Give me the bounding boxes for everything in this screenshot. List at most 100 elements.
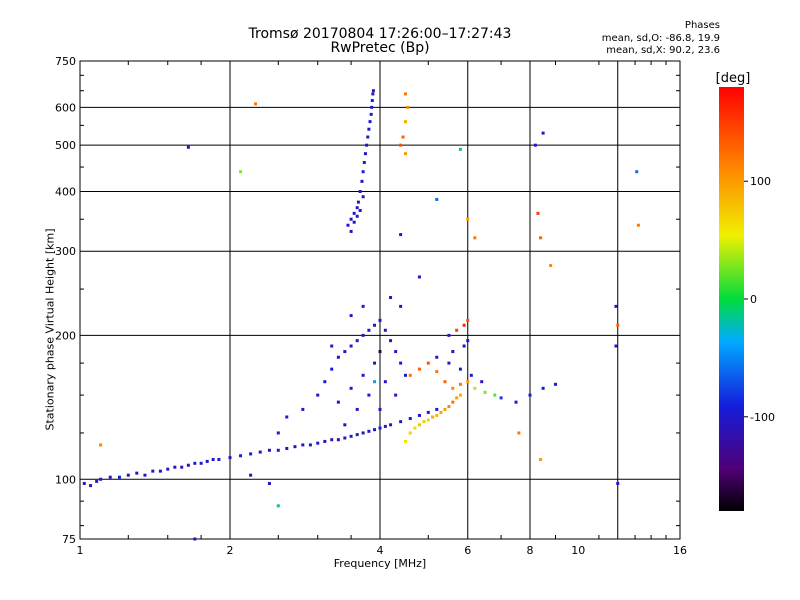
data-point <box>399 420 403 424</box>
data-point <box>389 339 393 343</box>
data-point <box>186 463 190 467</box>
colorbar-tick-label: 0 <box>750 293 757 306</box>
data-point <box>330 438 334 442</box>
data-point <box>361 333 365 337</box>
data-point <box>267 448 271 452</box>
data-point <box>466 380 470 384</box>
data-point <box>363 152 367 156</box>
data-point <box>458 382 462 386</box>
y-tick-label: 200 <box>55 329 76 342</box>
colorbar-label: [deg] <box>716 71 751 86</box>
phases-title: Phases <box>684 20 720 31</box>
data-point <box>383 328 387 332</box>
data-point <box>539 236 543 240</box>
data-point <box>636 223 640 227</box>
data-point <box>373 380 377 384</box>
data-point <box>541 131 545 135</box>
data-point <box>403 152 407 156</box>
data-point <box>370 99 374 103</box>
data-point <box>367 393 371 397</box>
data-point <box>301 407 305 411</box>
data-point <box>367 429 371 433</box>
data-point <box>349 344 353 348</box>
data-point <box>151 469 155 473</box>
data-point <box>447 404 451 408</box>
data-point <box>403 120 407 124</box>
data-point <box>399 233 403 237</box>
data-point <box>394 393 398 397</box>
y-tick-label: 600 <box>55 101 76 114</box>
data-point <box>239 454 243 458</box>
data-point <box>378 318 382 322</box>
data-point <box>447 361 451 365</box>
data-point <box>253 102 257 106</box>
data-point <box>301 443 305 447</box>
data-point <box>349 217 353 221</box>
data-point <box>228 456 232 460</box>
data-point <box>193 461 197 465</box>
data-point <box>346 223 350 227</box>
data-point <box>401 135 405 139</box>
data-point <box>369 112 373 116</box>
data-point <box>462 323 466 327</box>
x-tick-label: 16 <box>673 544 687 557</box>
data-point <box>403 373 407 377</box>
data-point <box>358 189 362 193</box>
data-point <box>143 473 147 477</box>
data-point <box>361 431 365 435</box>
data-point <box>349 386 353 390</box>
y-tick-label: 100 <box>55 473 76 486</box>
data-point <box>366 135 370 139</box>
data-point <box>349 229 353 233</box>
data-point <box>367 127 371 131</box>
x-axis-label: Frequency [MHz] <box>333 557 427 570</box>
data-point <box>361 195 365 199</box>
data-point <box>614 304 618 308</box>
data-point <box>249 452 253 456</box>
data-point <box>355 407 359 411</box>
data-point <box>536 211 540 215</box>
data-point <box>356 200 360 204</box>
data-point <box>365 143 369 147</box>
data-point <box>249 473 253 477</box>
data-point <box>258 450 262 454</box>
y-tick-label: 300 <box>55 245 76 258</box>
data-point <box>443 380 447 384</box>
data-point <box>553 382 557 386</box>
data-point <box>435 413 439 417</box>
data-point <box>413 426 417 430</box>
data-point <box>528 393 532 397</box>
data-point <box>417 367 421 371</box>
data-point <box>371 92 375 96</box>
data-point <box>383 424 387 428</box>
y-tick-label: 400 <box>55 185 76 198</box>
data-point <box>614 344 618 348</box>
data-point <box>330 344 334 348</box>
data-point <box>399 143 403 147</box>
data-point <box>193 537 197 541</box>
data-point <box>408 373 412 377</box>
data-point <box>205 459 209 463</box>
data-point <box>399 304 403 308</box>
data-point <box>483 390 487 394</box>
data-point <box>352 211 356 215</box>
data-point <box>466 339 470 343</box>
data-point <box>293 445 297 449</box>
data-point <box>135 471 139 475</box>
data-point <box>370 105 374 109</box>
data-point <box>493 393 497 397</box>
data-point <box>323 380 327 384</box>
data-point <box>458 147 462 151</box>
data-point <box>373 323 377 327</box>
data-point <box>417 413 421 417</box>
data-point <box>451 386 455 390</box>
data-point <box>466 217 470 221</box>
data-point <box>361 373 365 377</box>
y-tick-label: 500 <box>55 139 76 152</box>
data-point <box>361 170 365 174</box>
y-tick-label: 750 <box>55 55 76 68</box>
data-point <box>431 415 435 419</box>
phases-o-stats: mean, sd,O: -86.8, 19.9 <box>601 33 720 44</box>
data-point <box>267 481 271 485</box>
data-point <box>276 431 280 435</box>
